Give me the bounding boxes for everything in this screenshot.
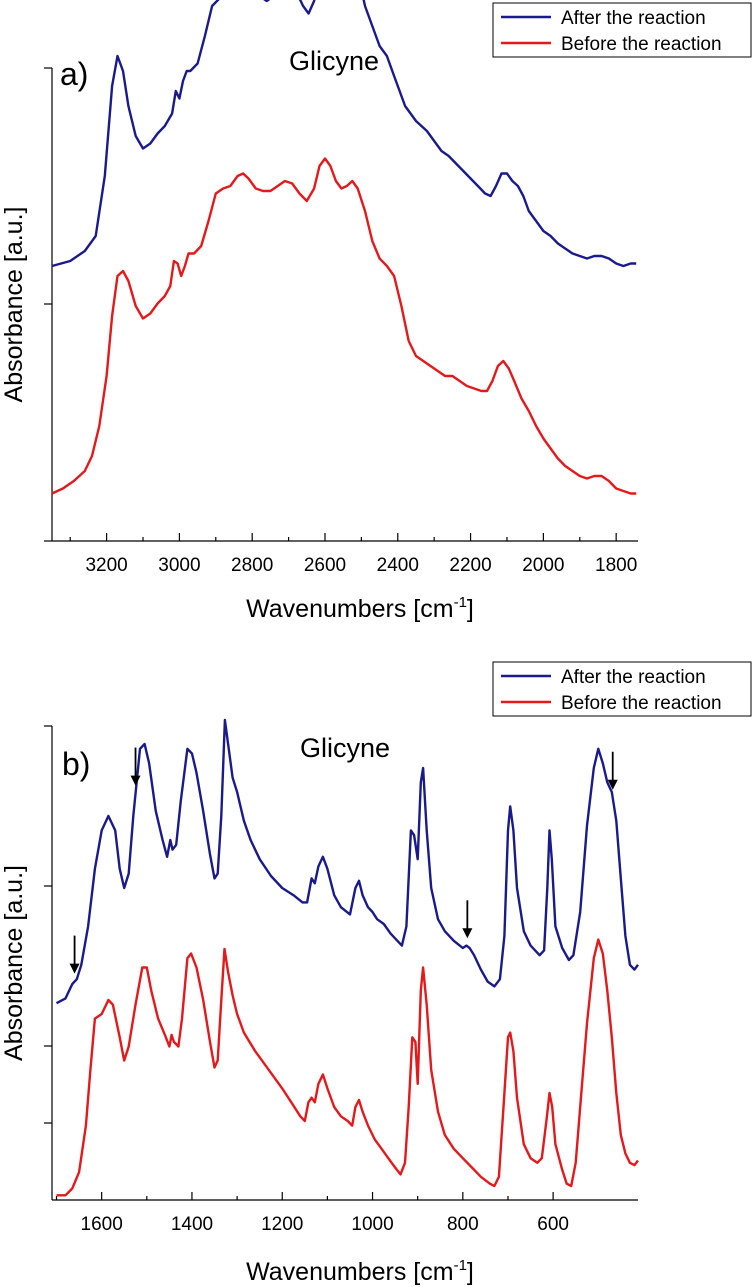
x-tick-label: 800: [447, 1214, 479, 1235]
legend: After the reaction Before the reaction: [492, 661, 752, 717]
legend: After the reaction Before the reaction: [492, 2, 752, 58]
annotation-arrowhead: [69, 963, 80, 974]
panel-label: a): [60, 56, 88, 92]
annotation-arrowhead: [462, 928, 473, 939]
chart-title: Glicyne: [289, 46, 379, 76]
x-axis-label-sup: -1: [454, 594, 467, 611]
annotation-arrowhead: [607, 779, 618, 790]
x-axis-label-sup: -1: [454, 1257, 467, 1274]
legend-entry: Before the reaction: [561, 693, 722, 714]
x-tick-label: 1600: [81, 1214, 123, 1235]
x-tick-label: 1400: [171, 1214, 213, 1235]
legend-entry: After the reaction: [561, 8, 706, 29]
x-axis-label-text: Wavenumbers [cm: [246, 595, 453, 623]
x-tick-label: 2600: [304, 555, 346, 576]
x-tick-label: 600: [537, 1214, 569, 1235]
legend-box: [492, 2, 752, 58]
y-axis-label: Absorbance [a.u.]: [0, 865, 28, 1061]
panel-label: b): [62, 746, 90, 782]
series-line-before: [56, 938, 639, 1197]
panel-a: 3200 3000 2800 2600 2400 2200 2000 1800 Wavenumb…: [0, 0, 752, 623]
legend-box: [492, 661, 752, 717]
x-tick-label: 1000: [351, 1214, 393, 1235]
x-axis-label: Wavenumbers [cm-1]: [246, 1257, 474, 1286]
x-tick-label: 2000: [522, 555, 564, 576]
x-tick-label: 3200: [85, 555, 127, 576]
x-tick-label: 2800: [231, 555, 273, 576]
series-line-before: [51, 157, 637, 495]
x-tick-label: 3000: [158, 555, 200, 576]
x-axis-label-end: ]: [467, 595, 474, 623]
x-tick-label: 2400: [377, 555, 419, 576]
x-tick-label: 1800: [595, 555, 637, 576]
series-line-after: [51, 0, 637, 268]
x-tick-label: 2200: [449, 555, 491, 576]
legend-entry: After the reaction: [561, 667, 706, 688]
x-axis-label: Wavenumbers [cm-1]: [246, 594, 474, 623]
y-axis-label: Absorbance [a.u.]: [0, 207, 28, 403]
x-axis-label-end: ]: [467, 1258, 474, 1286]
legend-entry: Before the reaction: [561, 34, 722, 55]
panel-b: 1600 1400 1200 1000 800 600 Wavenumbers [cm-1]…: [0, 661, 752, 1286]
series-line-after: [55, 718, 639, 1005]
chart-title: Glicyne: [300, 733, 390, 763]
annotation-arrowhead: [130, 775, 141, 786]
x-tick-label: 1200: [261, 1214, 303, 1235]
x-axis-label-text: Wavenumbers [cm: [246, 1258, 453, 1286]
